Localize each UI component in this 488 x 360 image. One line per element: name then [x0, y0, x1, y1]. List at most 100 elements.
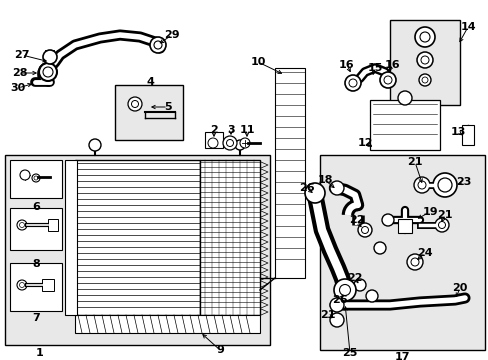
Circle shape — [240, 138, 249, 148]
Text: 13: 13 — [449, 127, 465, 137]
Circle shape — [32, 174, 40, 182]
Circle shape — [434, 218, 448, 232]
Circle shape — [437, 178, 451, 192]
Text: 7: 7 — [32, 313, 40, 323]
Circle shape — [406, 254, 422, 270]
Text: 15: 15 — [366, 63, 382, 73]
Bar — [389, 20, 459, 105]
Text: 21: 21 — [407, 157, 422, 167]
Bar — [75, 315, 260, 333]
Bar — [48, 219, 58, 231]
Circle shape — [17, 280, 27, 290]
Text: 19: 19 — [421, 207, 437, 217]
Text: 24: 24 — [416, 248, 432, 258]
Text: 27: 27 — [14, 50, 30, 60]
Circle shape — [131, 100, 138, 108]
Circle shape — [226, 139, 233, 147]
Circle shape — [413, 177, 429, 193]
Text: 26: 26 — [299, 183, 314, 193]
Circle shape — [329, 298, 343, 312]
Circle shape — [128, 97, 142, 111]
Text: 14: 14 — [459, 22, 475, 32]
Circle shape — [333, 279, 355, 301]
Text: 30: 30 — [10, 83, 25, 93]
Circle shape — [89, 139, 101, 151]
Bar — [115, 85, 183, 140]
Circle shape — [235, 140, 244, 150]
Bar — [369, 100, 439, 150]
Circle shape — [418, 74, 430, 86]
Bar — [274, 68, 305, 278]
Circle shape — [361, 226, 368, 234]
Bar — [42, 279, 54, 291]
Circle shape — [154, 41, 162, 49]
Circle shape — [150, 37, 165, 53]
Bar — [200, 160, 260, 315]
Bar — [65, 160, 77, 315]
Text: 25: 25 — [342, 348, 357, 358]
Text: 18: 18 — [317, 175, 332, 185]
Circle shape — [39, 63, 57, 81]
Circle shape — [43, 67, 53, 77]
Circle shape — [34, 176, 38, 180]
Text: 12: 12 — [357, 138, 372, 148]
Text: 26: 26 — [331, 295, 347, 305]
Circle shape — [353, 279, 365, 291]
Bar — [10, 160, 62, 198]
Circle shape — [397, 91, 411, 105]
Text: 9: 9 — [216, 345, 224, 355]
Bar — [461, 125, 473, 145]
Bar — [10, 263, 62, 311]
Circle shape — [373, 242, 385, 254]
Text: 16: 16 — [339, 60, 354, 70]
Circle shape — [438, 221, 445, 229]
Circle shape — [339, 284, 350, 296]
Text: 22: 22 — [348, 215, 364, 225]
Bar — [204, 132, 223, 148]
Text: 11: 11 — [239, 125, 254, 135]
Circle shape — [383, 76, 391, 84]
Text: 20: 20 — [451, 283, 467, 293]
Text: 28: 28 — [12, 68, 28, 78]
Text: 22: 22 — [346, 273, 362, 283]
Circle shape — [329, 313, 343, 327]
Bar — [5, 155, 269, 345]
Text: 5: 5 — [164, 102, 171, 112]
Bar — [75, 160, 200, 315]
Circle shape — [345, 75, 360, 91]
Circle shape — [381, 214, 393, 226]
Circle shape — [20, 222, 24, 228]
Text: 16: 16 — [384, 60, 399, 70]
Text: 6: 6 — [32, 202, 40, 212]
Circle shape — [432, 173, 456, 197]
Bar — [397, 219, 411, 233]
Text: 2: 2 — [210, 125, 218, 135]
Circle shape — [379, 72, 395, 88]
Circle shape — [305, 183, 325, 203]
Circle shape — [365, 290, 377, 302]
Text: 4: 4 — [146, 77, 154, 87]
Circle shape — [329, 181, 343, 195]
Circle shape — [357, 223, 371, 237]
Text: 29: 29 — [164, 30, 180, 40]
Circle shape — [419, 32, 429, 42]
Text: 17: 17 — [393, 352, 409, 360]
Circle shape — [43, 50, 57, 64]
Text: 21: 21 — [320, 310, 335, 320]
Circle shape — [420, 56, 428, 64]
Text: 21: 21 — [436, 210, 452, 220]
Circle shape — [223, 136, 237, 150]
Text: 23: 23 — [455, 177, 471, 187]
Circle shape — [17, 220, 27, 230]
Text: 1: 1 — [36, 348, 44, 358]
Text: 10: 10 — [250, 57, 265, 67]
Circle shape — [421, 77, 427, 83]
Circle shape — [414, 27, 434, 47]
Circle shape — [416, 52, 432, 68]
Text: 8: 8 — [32, 259, 40, 269]
Circle shape — [20, 283, 24, 288]
Bar — [10, 208, 62, 250]
Circle shape — [207, 138, 218, 148]
Circle shape — [410, 258, 418, 266]
Circle shape — [348, 79, 356, 87]
